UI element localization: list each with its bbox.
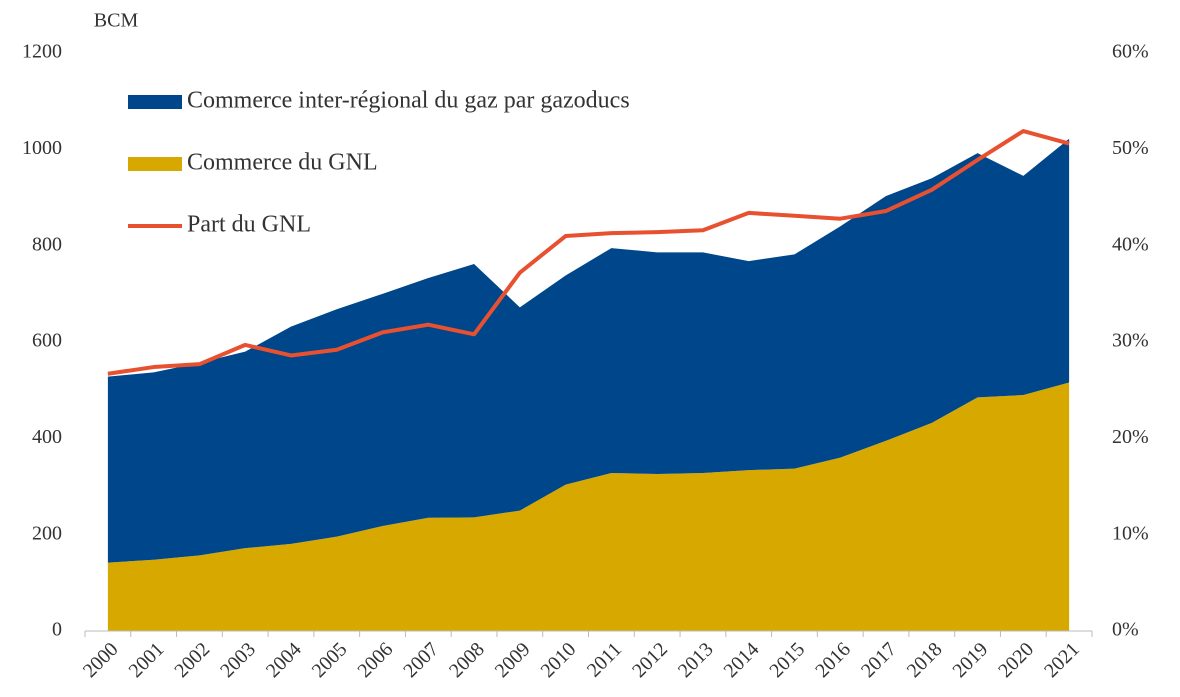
x-tick-label: 2011 bbox=[583, 638, 626, 681]
legend-label: Part du GNL bbox=[187, 212, 311, 238]
x-tick-label: 2017 bbox=[857, 638, 901, 682]
legend-label: Commerce inter-régional du gaz par gazod… bbox=[187, 88, 630, 114]
y2-tick-label: 40% bbox=[1112, 233, 1149, 255]
x-tick-label: 2001 bbox=[125, 638, 169, 682]
x-tick-label: 2010 bbox=[537, 638, 581, 682]
y2-tick-label: 50% bbox=[1112, 137, 1149, 159]
x-tick-label: 2018 bbox=[903, 638, 947, 682]
line bbox=[107, 129, 1070, 376]
x-tick-label: 2000 bbox=[79, 638, 123, 682]
x-tick-label: 2006 bbox=[353, 638, 397, 682]
legend-label: Commerce du GNL bbox=[187, 150, 378, 176]
x-tick-label: 2004 bbox=[262, 638, 306, 682]
legend-swatch bbox=[128, 157, 182, 171]
y2-tick-label: 10% bbox=[1112, 522, 1149, 544]
area bbox=[107, 138, 1070, 563]
legend-swatch bbox=[128, 95, 182, 109]
y2-tick-label: 60% bbox=[1112, 41, 1149, 63]
x-tick-label: 2019 bbox=[949, 638, 993, 682]
y2-tick-label: 0% bbox=[1112, 619, 1139, 641]
y-tick-label: 1200 bbox=[22, 41, 62, 63]
x-tick-label: 2021 bbox=[1040, 638, 1084, 682]
x-tick-label: 2016 bbox=[811, 638, 855, 682]
x-tick-label: 2014 bbox=[720, 638, 764, 682]
x-tick-label: 2002 bbox=[170, 638, 214, 682]
y-tick-label: 600 bbox=[32, 330, 62, 352]
x-tick-label: 2003 bbox=[216, 638, 260, 682]
x-tick-label: 2007 bbox=[399, 638, 443, 682]
x-tick-label: 2013 bbox=[674, 638, 718, 682]
x-tick-label: 2015 bbox=[765, 638, 809, 682]
y-tick-label: 400 bbox=[32, 426, 62, 448]
y-tick-label: 800 bbox=[32, 233, 62, 255]
y-tick-label: 200 bbox=[32, 522, 62, 544]
y2-tick-label: 30% bbox=[1112, 330, 1149, 352]
x-tick-label: 2008 bbox=[445, 638, 489, 682]
x-tick-label: 2009 bbox=[491, 638, 535, 682]
y-axis-label: BCM bbox=[94, 10, 139, 32]
x-tick-label: 2012 bbox=[628, 638, 672, 682]
x-tick-label: 2020 bbox=[994, 638, 1038, 682]
y-tick-label: 0 bbox=[52, 619, 62, 641]
area bbox=[107, 382, 1070, 631]
y2-tick-label: 20% bbox=[1112, 426, 1149, 448]
x-tick-label: 2005 bbox=[308, 638, 352, 682]
y-tick-label: 1000 bbox=[22, 137, 62, 159]
